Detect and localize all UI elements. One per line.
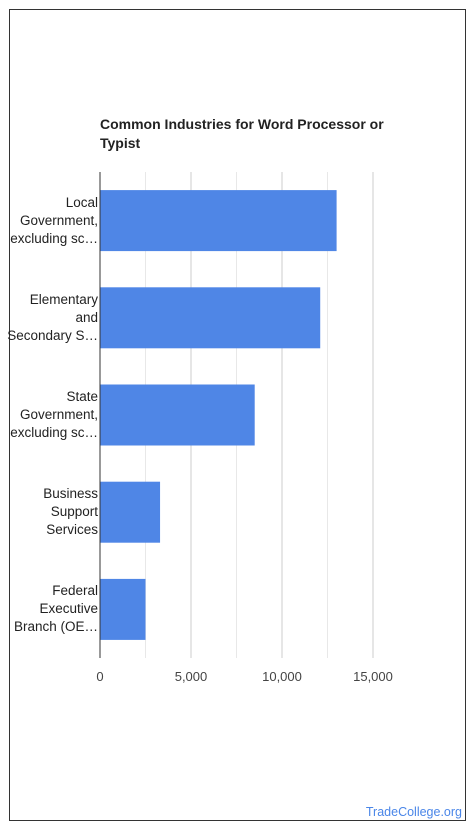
category-label: Business Support Services bbox=[2, 485, 98, 539]
category-label-line: Business bbox=[43, 486, 98, 502]
category-label-line: Local bbox=[65, 194, 98, 210]
category-label-line: Secondary S… bbox=[7, 327, 98, 343]
category-label-line: Federal bbox=[52, 583, 98, 599]
brand-link[interactable]: TradeCollege.org bbox=[365, 805, 462, 819]
category-label-line: State bbox=[66, 389, 98, 404]
bar[interactable] bbox=[100, 578, 146, 640]
category-label-line: Elementary bbox=[29, 291, 98, 307]
category-label: Federal Executive Branch (OE… bbox=[2, 582, 98, 636]
chart-title: Common Industries for Word Processor or … bbox=[100, 116, 384, 151]
x-tick-label: 15,000 bbox=[353, 669, 393, 684]
category-label-line: Support bbox=[50, 504, 98, 520]
bar[interactable] bbox=[100, 287, 321, 349]
category-label-line: excluding sc… bbox=[10, 230, 98, 246]
category-label-line: excluding sc… bbox=[10, 425, 98, 440]
category-label-line: Government, bbox=[19, 407, 98, 422]
x-tick-label: 5,000 bbox=[175, 669, 208, 684]
x-tick-label: 0 bbox=[96, 669, 103, 684]
x-tick-label: 10,000 bbox=[262, 669, 302, 684]
category-label: Elementary and Secondary S… bbox=[2, 291, 98, 345]
bar[interactable] bbox=[100, 481, 161, 543]
category-label-line: Executive bbox=[39, 601, 98, 617]
category-label: State Government, excluding sc… bbox=[2, 388, 98, 442]
category-label-line: and bbox=[75, 309, 98, 325]
category-label-line: Branch (OE… bbox=[13, 619, 98, 635]
category-label-line: Government, bbox=[19, 212, 98, 228]
category-label: Local Government, excluding sc… bbox=[2, 194, 98, 248]
bar[interactable] bbox=[100, 190, 337, 252]
category-label-line: Services bbox=[46, 522, 98, 538]
bar[interactable] bbox=[100, 384, 255, 446]
